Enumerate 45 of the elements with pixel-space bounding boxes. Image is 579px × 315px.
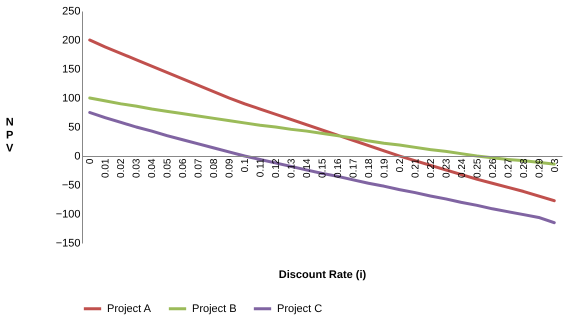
x-tick-label: 0.27	[503, 158, 514, 178]
y-axis-title: NPV	[6, 116, 14, 154]
y-tick-label: −100	[56, 208, 80, 220]
legend-label: Project B	[192, 302, 237, 315]
y-tick-label: −50	[62, 180, 80, 192]
x-tick-label: 0.28	[518, 158, 530, 178]
x-tick-label: 0.15	[318, 158, 328, 178]
legend-label: Project A	[107, 302, 152, 315]
y-tick-label: 250	[62, 6, 80, 18]
x-tick-label: 0.14	[302, 158, 314, 178]
x-tick-label: 0.25	[472, 158, 484, 178]
x-tick-label: 0.02	[116, 158, 128, 178]
x-tick-label: 0.03	[132, 158, 143, 178]
x-tick-label: 0.04	[147, 158, 158, 178]
x-tick-label: 0.1	[240, 158, 252, 172]
x-tick-label: 0.01	[100, 158, 112, 178]
x-tick-label: 0.11	[256, 158, 267, 178]
x-tick-label: 0.05	[162, 158, 174, 178]
y-tick-label: 0	[74, 150, 80, 162]
y-tick-label: 100	[62, 92, 80, 104]
x-tick-label: 0	[85, 158, 96, 164]
x-tick-label: 0.18	[364, 158, 375, 178]
x-tick-label: 0.13	[286, 158, 298, 178]
x-axis-title: Discount Rate (i)	[278, 268, 367, 281]
x-tick-label: 0.08	[209, 158, 220, 178]
x-tick-label: 0.2	[394, 158, 406, 172]
x-tick-label: 0.29	[534, 158, 546, 178]
x-tick-label: 0.21	[410, 158, 422, 178]
x-tick-label: 0.17	[348, 158, 360, 178]
x-tick-label: 0.22	[426, 158, 437, 178]
x-tick-label: 0.3	[550, 158, 561, 172]
x-tick-label: 0.06	[178, 158, 190, 178]
x-tick-label: 0.24	[456, 158, 468, 178]
y-tick-label: 200	[62, 34, 80, 46]
x-tick-label: 0.07	[194, 158, 205, 178]
x-tick-label: 0.26	[488, 158, 499, 178]
y-tick-label: −150	[56, 238, 80, 250]
legend-label: Project C	[277, 302, 322, 315]
x-tick-label: 0.09	[224, 158, 236, 178]
y-tick-label: 50	[68, 122, 80, 134]
x-tick-label: 0.16	[332, 158, 344, 178]
y-tick-label: 150	[62, 64, 80, 76]
x-tick-label: 0.12	[271, 158, 282, 178]
x-tick-label: 0.23	[441, 158, 452, 178]
x-tick-label: 0.19	[379, 158, 390, 178]
